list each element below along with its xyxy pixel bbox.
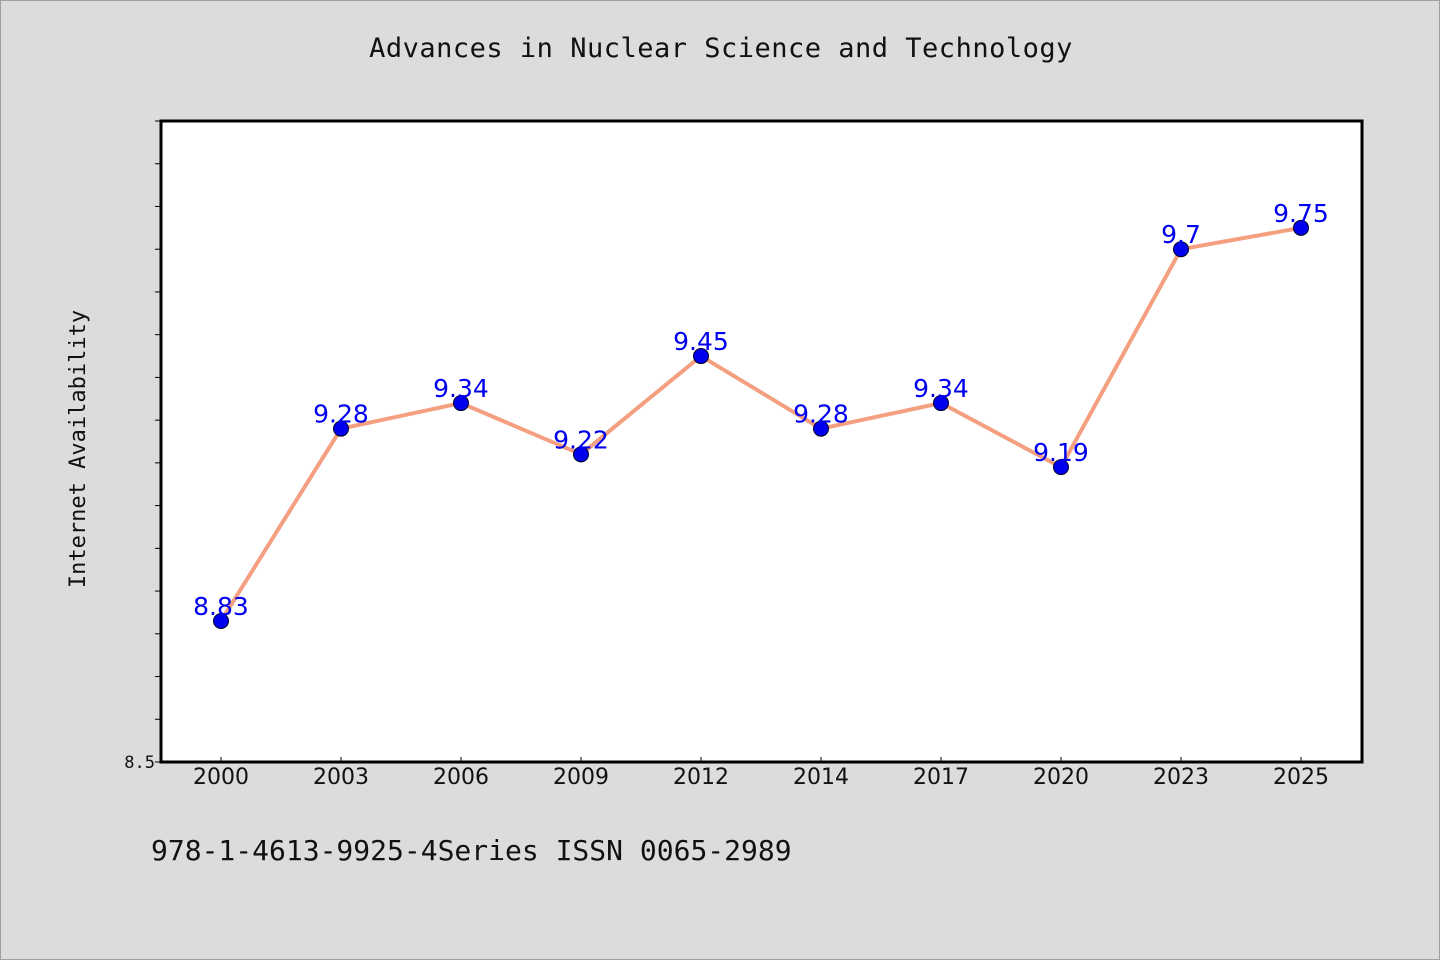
data-label: 9.34: [433, 374, 489, 403]
data-label: 9.45: [673, 327, 729, 356]
x-tick-label: 2014: [793, 765, 849, 790]
x-tick-label: 2006: [433, 765, 489, 790]
x-tick-label: 2017: [913, 765, 969, 790]
footer-isbn-text: 978-1-4613-9925-4Series ISSN 0065-2989: [151, 834, 792, 867]
data-label: 9.75: [1273, 199, 1329, 228]
x-tick-label: 2012: [673, 765, 729, 790]
plot-area: [159, 119, 1364, 764]
x-tick-label: 2009: [553, 765, 609, 790]
data-label: 9.28: [313, 400, 369, 429]
data-label: 9.7: [1161, 220, 1201, 249]
y-axis-ticks: 8.5: [124, 120, 161, 773]
x-tick-label: 2020: [1033, 765, 1089, 790]
series-points: [213, 219, 1309, 629]
x-tick-label: 2025: [1273, 765, 1329, 790]
series-line: [219, 225, 1302, 623]
data-point: [1053, 459, 1069, 476]
data-point: [933, 395, 949, 412]
data-point: [693, 348, 709, 365]
y-axis-label: Internet Availability: [66, 310, 91, 588]
data-labels: 8.83 9.28 9.34 9.22 9.45 9.28 9.34 9.19 9.7 9.75: [193, 199, 1329, 621]
data-point: [813, 420, 829, 437]
data-label: 9.22: [553, 425, 609, 454]
data-point: [1173, 241, 1189, 258]
data-label: 9.34: [913, 374, 969, 403]
chart-title: Advances in Nuclear Science and Technolo…: [369, 33, 1073, 64]
data-point: [333, 420, 349, 437]
data-label: 8.83: [193, 592, 249, 621]
data-point: [453, 395, 469, 412]
x-axis-tick-labels: 2000 2003 2006 2009 2012 2014 2017 2020 2023 2025: [193, 757, 1329, 790]
data-point: [1293, 219, 1309, 236]
data-point: [573, 446, 589, 463]
x-tick-label: 2003: [313, 765, 369, 790]
data-label: 9.19: [1033, 438, 1089, 467]
x-tick-label: 2023: [1153, 765, 1209, 790]
data-point: [213, 612, 229, 629]
x-tick-label: 2000: [193, 765, 249, 790]
series-lines: [219, 225, 1302, 623]
data-label: 9.28: [793, 400, 849, 429]
y-tick-label: 8.5: [124, 753, 155, 773]
